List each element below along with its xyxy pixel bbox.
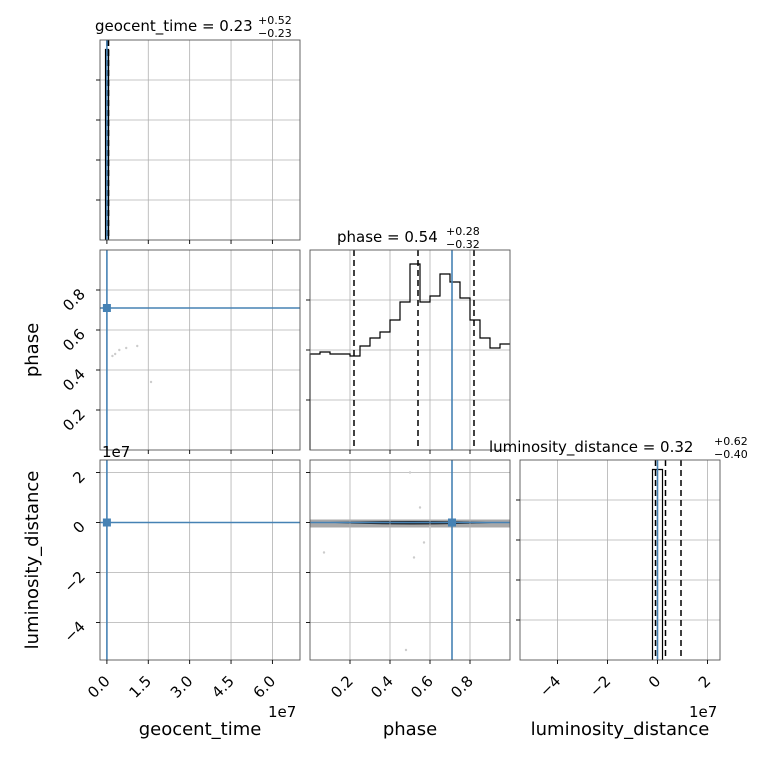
title-luminosity-distance-minus: −0.40	[714, 448, 748, 461]
scatter-geo-phase-1	[125, 346, 128, 350]
contour-fill-layer	[310, 519, 510, 528]
scatter-phase-lumdist-3	[422, 541, 426, 544]
grid-layer	[100, 40, 720, 660]
scatter-geo-phase-4	[149, 380, 153, 384]
scatter-phase-lumdist-6	[428, 526, 432, 529]
xticklabel-luminosity_distance-2: 0	[645, 672, 664, 691]
yticklabel-luminosity_distance-3: 2	[69, 468, 88, 487]
panel-frame-r2c1	[309, 459, 511, 661]
panel-frame-r2c0	[99, 459, 301, 661]
xticklabel-geocent_time-3: 4.5	[208, 672, 238, 702]
yticklabel-phase-2: 0.6	[59, 325, 89, 355]
xticklabel-phase-1: 0.4	[367, 672, 397, 702]
ticks-layer: 0.0 1.5 3.0 4.5 6.0 0.2 0.4 0.6 0.8 −4 −2 0 2 0.2 0.4 0…	[59, 79, 714, 702]
xticklabel-geocent_time-0: 0.0	[84, 672, 114, 702]
title-phase: phase = 0.54	[337, 228, 438, 246]
xlabel-phase: phase	[383, 719, 437, 740]
xlabel-geocent-time: geocent_time	[139, 719, 262, 740]
xticklabel-luminosity_distance-0: −4	[536, 672, 564, 700]
yticklabel-luminosity_distance-0: −4	[60, 618, 88, 646]
truth-marker-geo-phase	[102, 304, 111, 312]
yticklabel-phase-0: 0.2	[59, 405, 89, 435]
title-geocent-time-plus: +0.52	[258, 14, 292, 27]
offset-phase-y: 1e7	[102, 443, 130, 461]
title-geocent-time: geocent_time = 0.23	[95, 17, 253, 36]
title-luminosity-distance: luminosity_distance = 0.32	[489, 438, 693, 457]
scatter-phase-lumdist-0	[322, 551, 326, 554]
scatter-geo-phase-0	[113, 352, 117, 356]
offset-geocent-time-x: 1e7	[268, 703, 296, 721]
title-phase-plus: +0.28	[446, 225, 480, 238]
title-luminosity-distance-plus: +0.62	[714, 435, 748, 448]
scatter-geo-phase-2	[136, 344, 139, 348]
xlabel-luminosity-distance: luminosity_distance	[531, 719, 710, 740]
scatter-phase-lumdist-5	[404, 648, 408, 652]
title-phase-minus: −0.32	[446, 238, 480, 251]
data-layer	[100, 40, 682, 660]
panel-frame-r0c0	[99, 39, 301, 241]
panel-frame-r2c2	[519, 459, 721, 661]
scatter-phase-lumdist-4	[412, 556, 416, 559]
yticklabel-luminosity_distance-2: 0	[69, 518, 88, 537]
scatter-geo-phase-3	[118, 348, 121, 352]
yticklabel-phase-1: 0.4	[59, 365, 89, 395]
histogram-phase	[309, 263, 510, 450]
panel-frame-r1c0	[99, 249, 301, 451]
xticklabel-phase-3: 0.8	[447, 672, 477, 702]
xticklabel-geocent_time-1: 1.5	[126, 672, 156, 702]
scatter-phase-lumdist-1	[408, 471, 412, 474]
offset-luminosity-distance-x: 1e7	[689, 703, 717, 721]
scatter-phase-lumdist-2	[418, 506, 422, 509]
xticklabel-geocent_time-4: 6.0	[250, 672, 280, 702]
ylabel-luminosity-distance: luminosity_distance	[22, 471, 43, 650]
xticklabel-luminosity_distance-3: 2	[695, 672, 714, 691]
truth-marker-phase-lumdist	[448, 518, 456, 527]
xticklabel-geocent_time-2: 3.0	[167, 672, 197, 702]
xticklabel-phase-2: 0.6	[407, 672, 437, 702]
scatter-geo-phase-5	[111, 354, 114, 358]
yticklabel-phase-3: 0.8	[59, 285, 89, 315]
xticklabel-phase-0: 0.2	[327, 672, 357, 702]
xticklabel-luminosity_distance-1: −2	[586, 672, 614, 700]
ylabel-phase: phase	[22, 323, 43, 377]
title-geocent-time-minus: −0.23	[258, 27, 292, 40]
yticklabel-luminosity_distance-1: −2	[60, 568, 88, 596]
truth-marker-geo-lumdist	[102, 518, 111, 527]
